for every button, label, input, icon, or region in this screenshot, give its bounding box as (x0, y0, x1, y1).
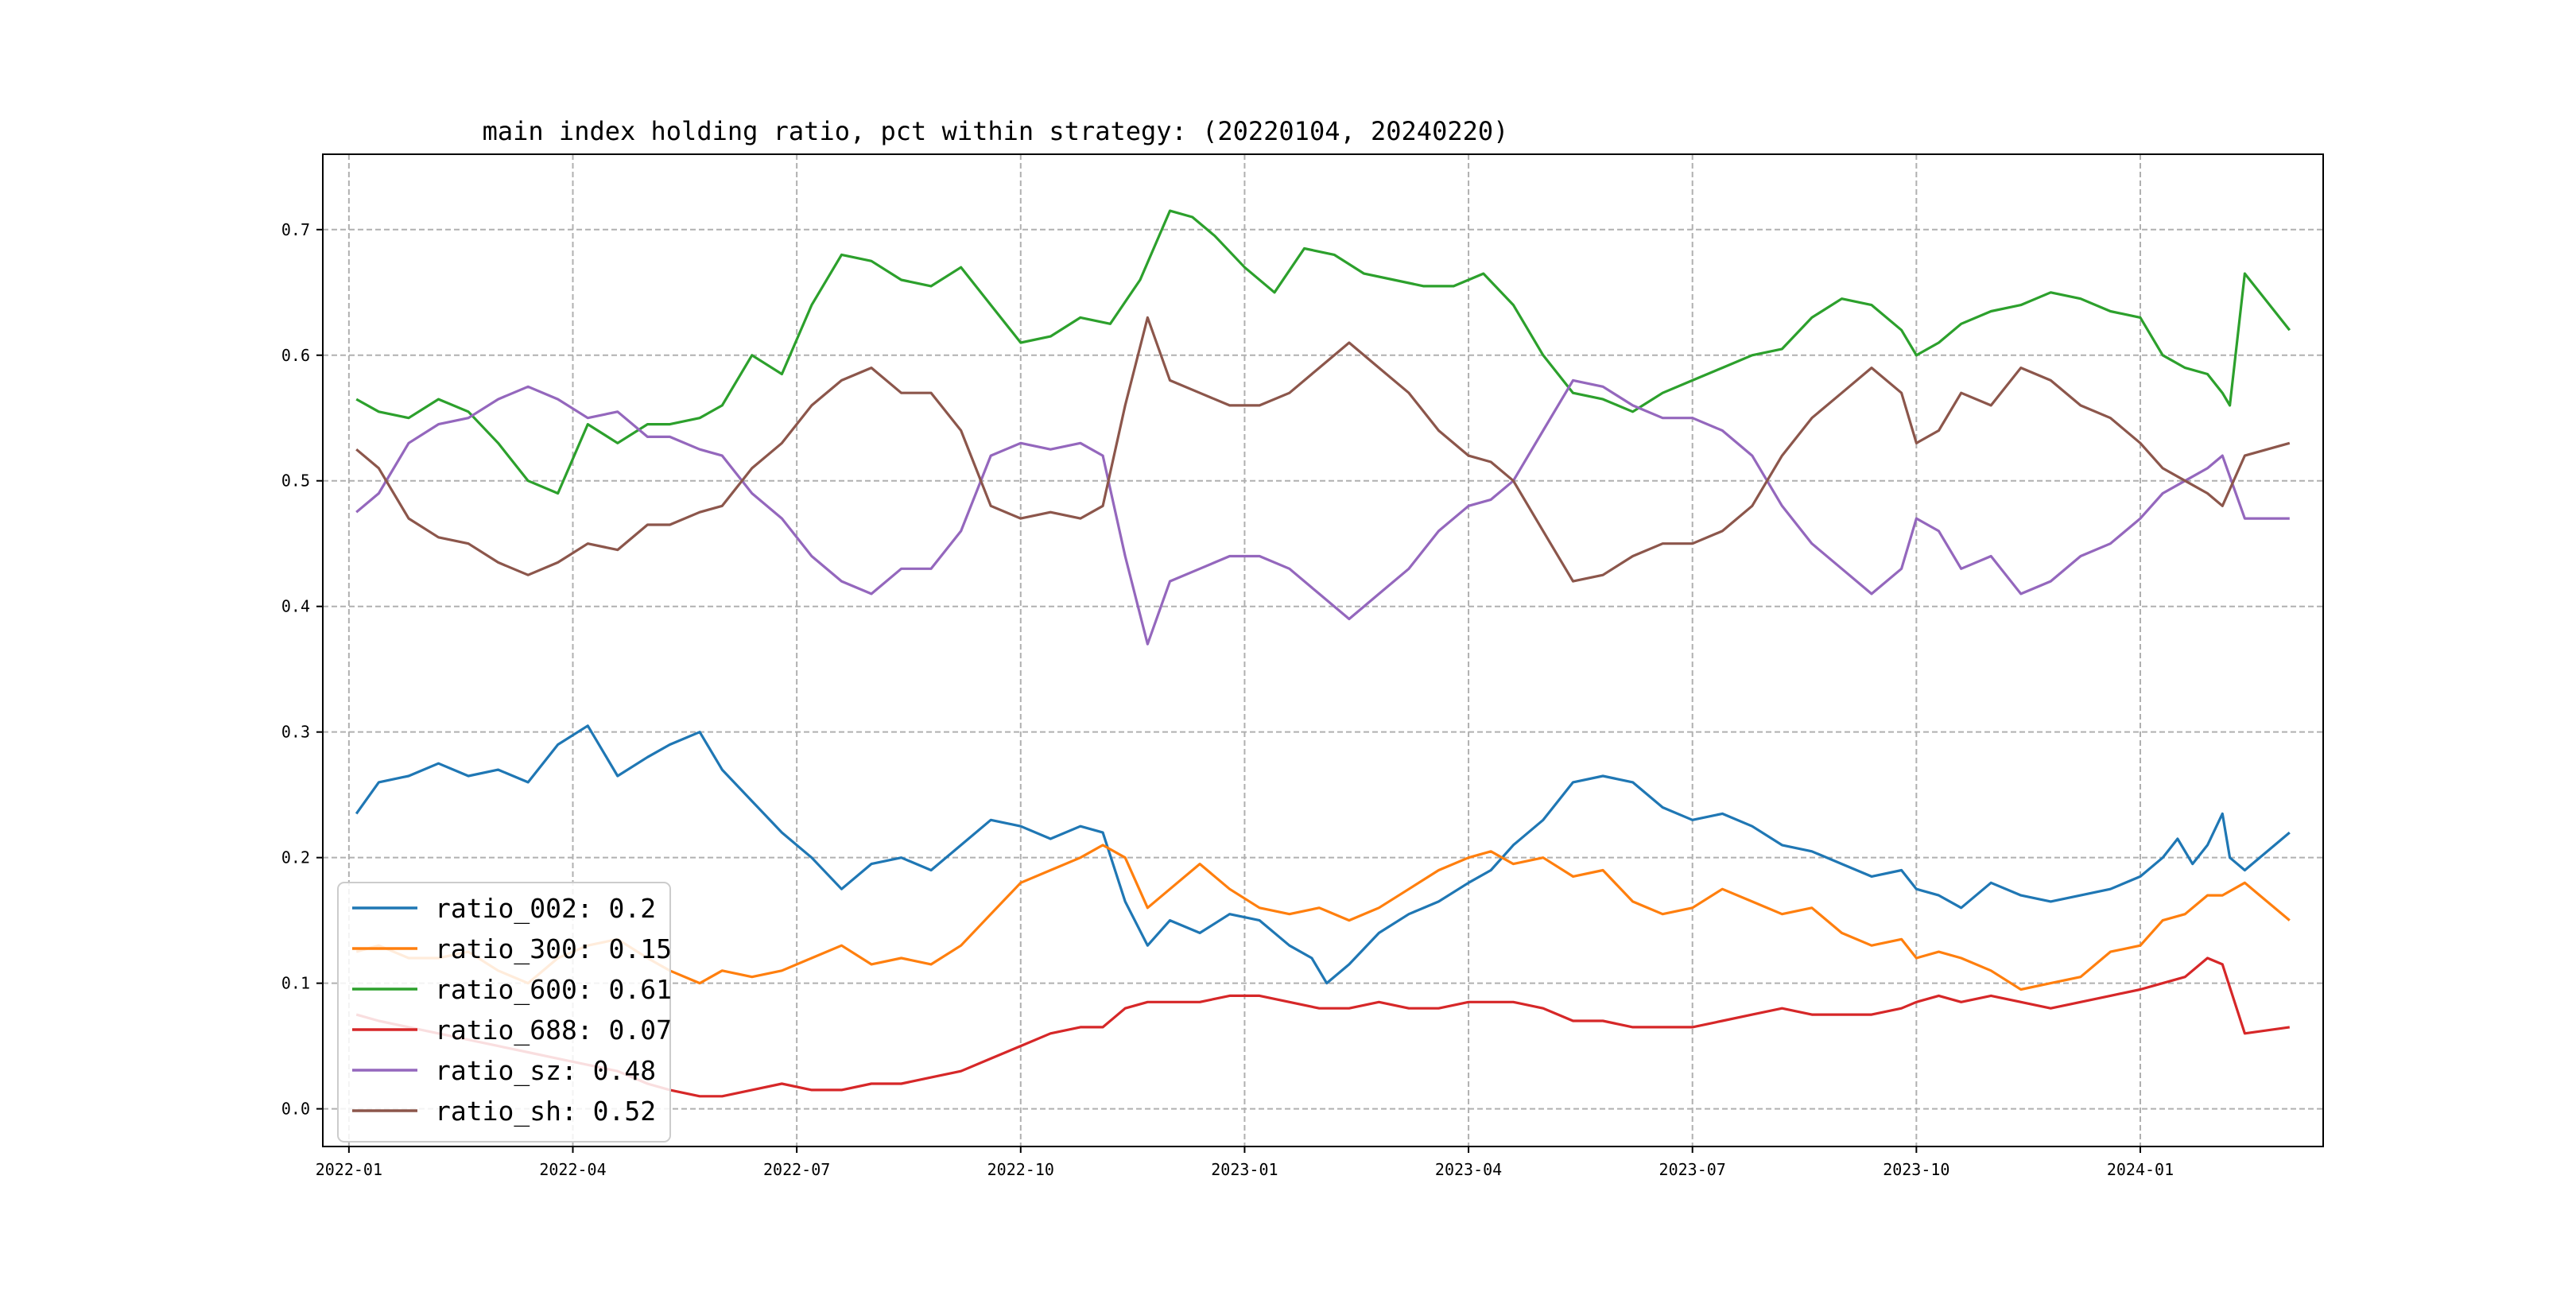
series-line-ratio_600 (355, 209, 2291, 495)
plot-frame (322, 153, 2324, 1147)
series-line-ratio_688 (355, 956, 2291, 1098)
x-tick-label: 2022-04 (539, 1160, 606, 1179)
y-tick-label: 0.5 (281, 471, 310, 491)
y-tick-label: 0.7 (281, 220, 310, 239)
x-tick-label: 2024-01 (2107, 1160, 2174, 1179)
legend-label-ratio_600: ratio_600: 0.61 (435, 974, 672, 1006)
y-tick-label: 0.1 (281, 974, 310, 993)
series-line-ratio_002 (355, 724, 2291, 985)
legend-label-ratio_300: ratio_300: 0.15 (435, 933, 672, 965)
y-tick-label: 0.3 (281, 723, 310, 742)
x-tick-label: 2023-01 (1211, 1160, 1278, 1179)
legend-box (337, 882, 671, 1143)
legend: ratio_002: 0.2 ratio_300: 0.15 ratio_600: … (337, 882, 672, 1143)
y-tick-label: 0.6 (281, 346, 310, 365)
x-tick-label: 2023-04 (1435, 1160, 1502, 1179)
x-tick-label: 2022-10 (987, 1160, 1054, 1179)
axes-layer: 2022-01 2022-04 2022-07 2022-10 2023-01 2023-… (281, 153, 2324, 1179)
x-tick-label: 2022-01 (316, 1160, 382, 1179)
y-tick-label: 0.2 (281, 848, 310, 867)
legend-label-ratio_002: ratio_002: 0.2 (435, 893, 656, 925)
x-tick-label: 2023-10 (1883, 1160, 1949, 1179)
legend-label-ratio_sz: ratio_sz: 0.48 (435, 1055, 656, 1087)
x-tick-label: 2022-07 (763, 1160, 830, 1179)
y-tick-label: 0.0 (281, 1100, 310, 1119)
legend-label-ratio_sh: ratio_sh: 0.52 (435, 1096, 656, 1127)
series-line-ratio_300 (355, 844, 2291, 991)
series-line-ratio_sh (355, 316, 2291, 583)
chart-title: main index holding ratio, pct within str… (483, 116, 1509, 146)
series-layer (355, 209, 2291, 1098)
series-line-ratio_sz (355, 378, 2290, 646)
legend-label-ratio_688: ratio_688: 0.07 (435, 1015, 672, 1046)
grid-layer (323, 154, 2323, 1147)
y-tick-label: 0.4 (281, 597, 310, 616)
x-tick-label: 2023-07 (1659, 1160, 1726, 1179)
